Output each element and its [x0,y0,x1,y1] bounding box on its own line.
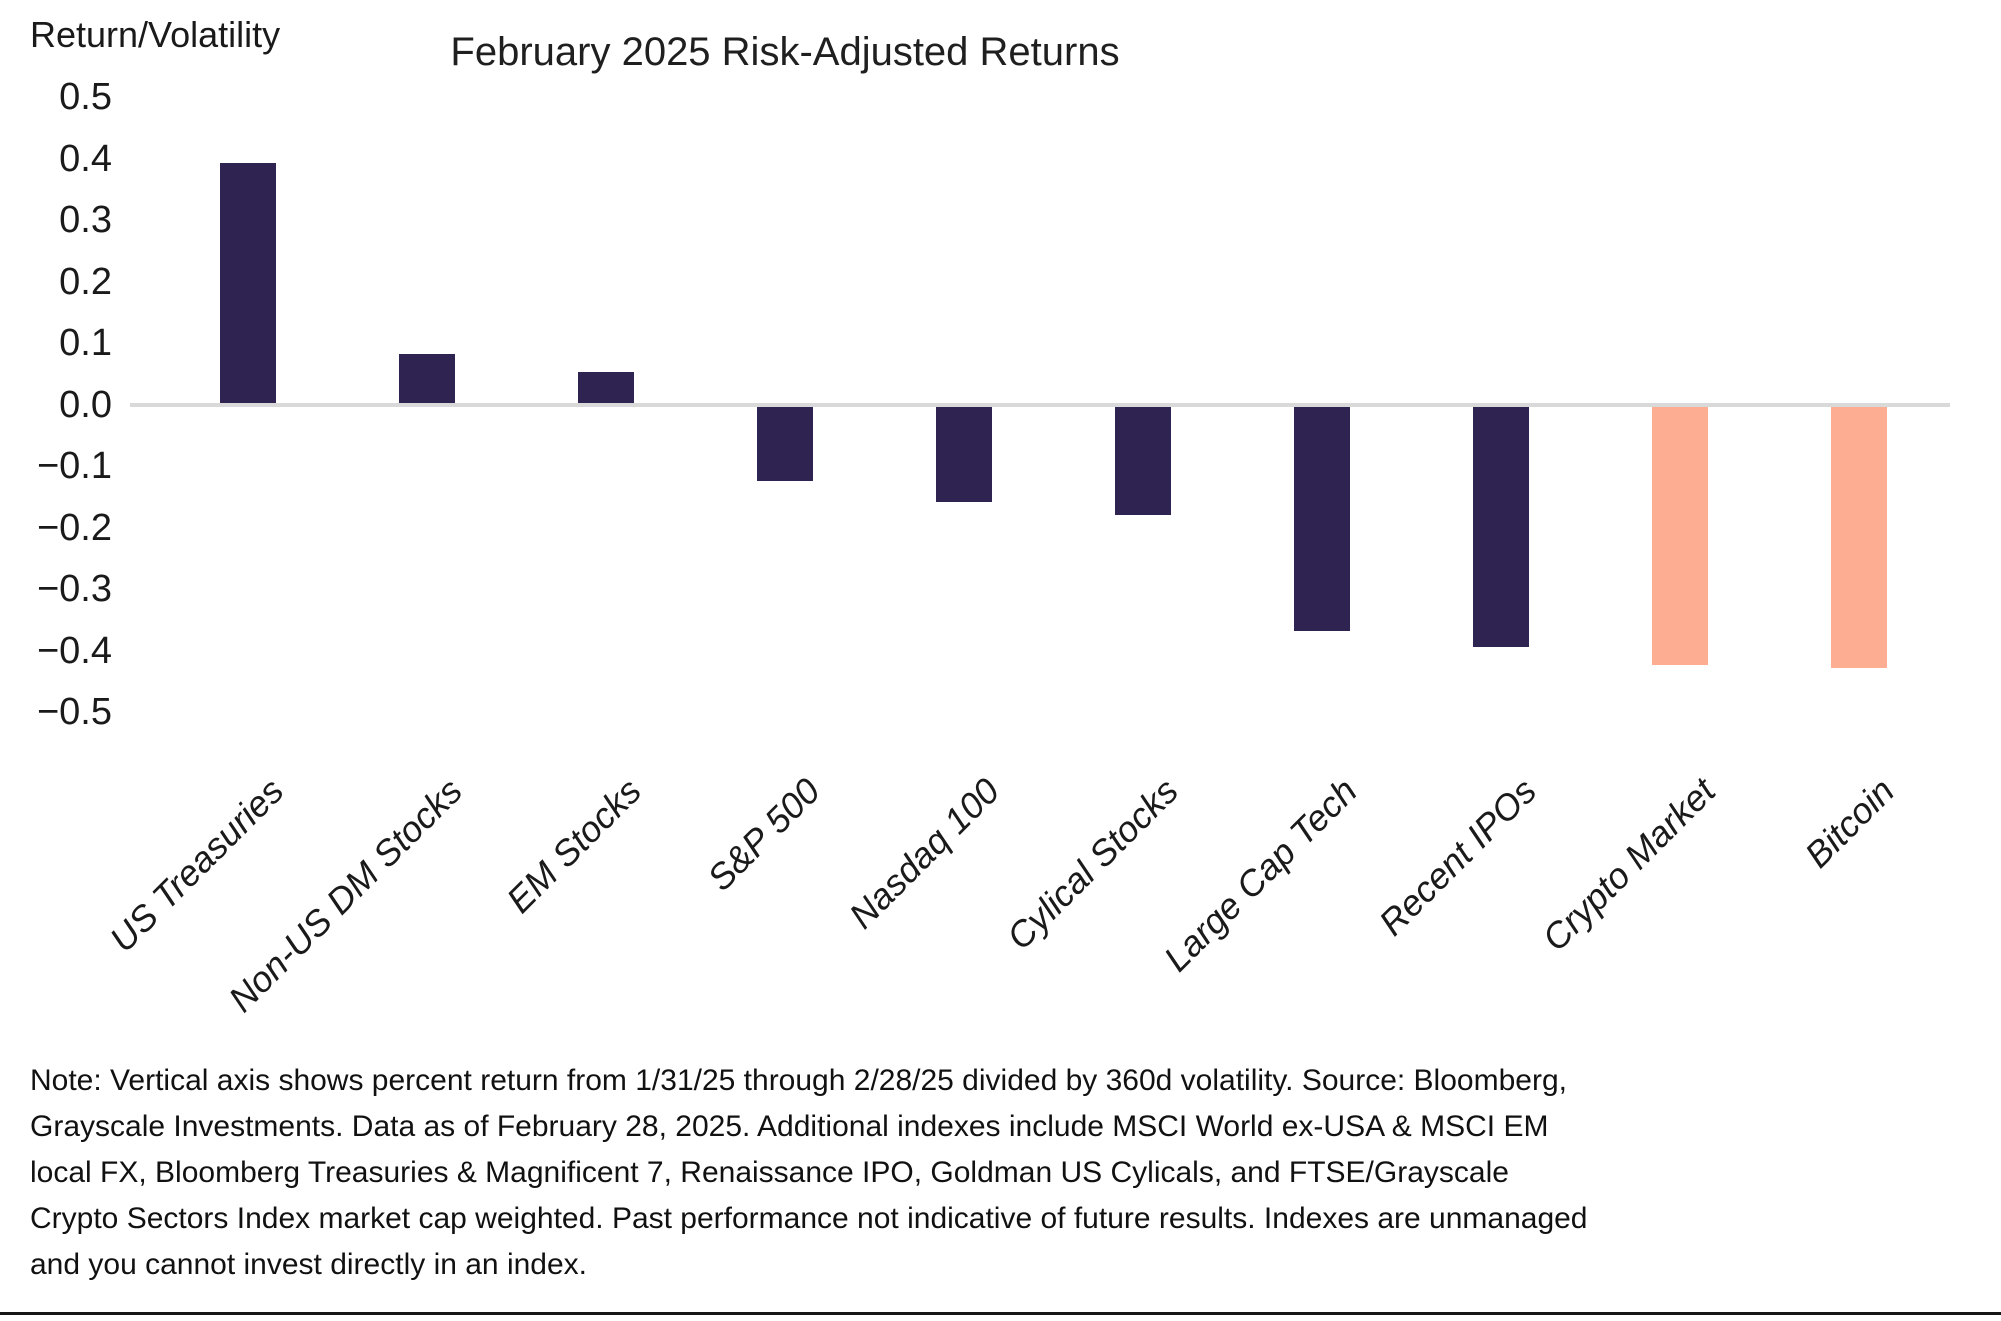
x-label-cylical-stocks: Cylical Stocks [998,770,1186,958]
bar-nasdaq-100 [936,407,992,503]
y-tick-label: 0.3 [59,199,112,241]
y-tick-label: −0.5 [36,691,112,733]
bar-s-p-500 [757,407,813,481]
bar-recent-ipos [1473,407,1529,647]
y-tick-label: −0.4 [36,629,112,672]
y-tick-label: 0.4 [59,137,112,180]
x-label-crypto-market: Crypto Market [1534,770,1723,959]
y-tick-label: 0.1 [59,322,112,364]
y-tick-label: −0.1 [36,445,112,487]
x-label-s-p-500: S&P 500 [699,770,828,899]
y-tick-label: 0.5 [59,76,112,118]
x-label-nasdaq-100: Nasdaq 100 [840,770,1007,937]
footnote-text: Note: Vertical axis shows percent return… [30,1064,1588,1281]
x-label-large-cap-tech: Large Cap Tech [1155,770,1365,980]
x-label-us-treasuries: US Treasuries [101,770,291,960]
y-tick-label: −0.2 [36,506,112,549]
y-tick-label: −0.3 [36,568,112,610]
bar-em-stocks [578,372,634,403]
bar-cylical-stocks [1115,407,1171,515]
zero-axis-line [130,403,1950,407]
y-tick-label: 0.2 [59,260,112,303]
y-tick-label: 0.0 [59,383,112,426]
x-label-bitcoin: Bitcoin [1796,770,1902,876]
bar-crypto-market [1652,407,1708,666]
bar-bitcoin [1831,407,1887,669]
bar-large-cap-tech [1294,407,1350,632]
bar-us-treasuries [220,163,276,403]
bar-non-us-dm-stocks [399,353,455,403]
x-label-em-stocks: EM Stocks [498,770,649,921]
bottom-divider-line [0,1312,2001,1315]
x-label-recent-ipos: Recent IPOs [1370,770,1544,944]
chart-title: February 2025 Risk-Adjusted Returns [450,30,1120,74]
y-axis-title: Return/Volatility [30,14,281,55]
